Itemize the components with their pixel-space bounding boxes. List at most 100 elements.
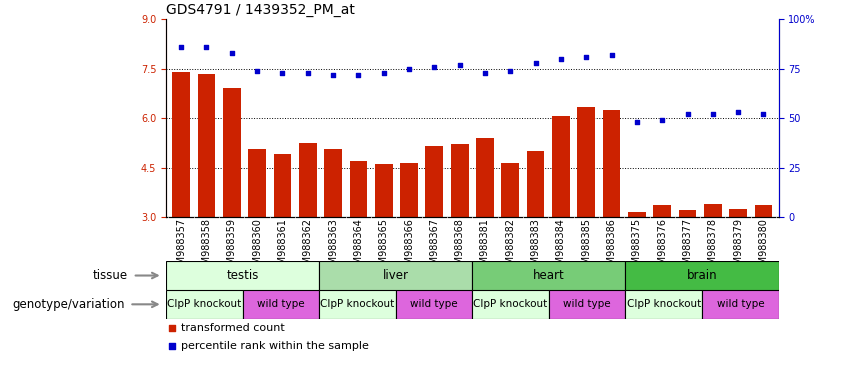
Bar (319, 290, 396, 319)
Text: transformed count: transformed count (181, 323, 285, 333)
Point (301, 70, 315, 76)
Point (174, 44, 188, 50)
Point (655, 117, 669, 123)
Text: ClpP knockout: ClpP knockout (473, 299, 548, 310)
Point (225, 50, 238, 56)
Point (731, 109, 745, 115)
Bar (248, 149, 266, 217)
Bar (350, 161, 368, 217)
Bar (172, 72, 190, 217)
Bar (625, 261, 779, 290)
Bar (400, 162, 418, 217)
Bar (628, 212, 646, 217)
Text: GSM988357: GSM988357 (176, 218, 186, 277)
Point (478, 70, 492, 76)
Bar (426, 146, 443, 217)
Text: GSM988364: GSM988364 (353, 218, 363, 277)
Text: wild type: wild type (717, 299, 764, 310)
Text: GSM988367: GSM988367 (429, 218, 439, 277)
Text: tissue: tissue (93, 269, 128, 282)
Point (630, 119, 643, 125)
Text: GSM988376: GSM988376 (657, 218, 667, 277)
Text: GSM988368: GSM988368 (454, 218, 465, 277)
Point (580, 54, 593, 60)
Text: GSM988380: GSM988380 (758, 218, 768, 277)
Text: ClpP knockout: ClpP knockout (167, 299, 242, 310)
Bar (166, 290, 243, 319)
Text: GSM988384: GSM988384 (556, 218, 566, 277)
Bar (552, 116, 570, 217)
Point (528, 60, 542, 66)
Text: liver: liver (383, 269, 408, 282)
Text: GSM988365: GSM988365 (379, 218, 389, 277)
Text: GSM988382: GSM988382 (505, 218, 516, 277)
Bar (273, 154, 291, 217)
Text: wild type: wild type (257, 299, 305, 310)
Point (351, 71, 365, 78)
Text: brain: brain (687, 269, 717, 282)
Point (427, 64, 441, 70)
Text: GSM988378: GSM988378 (708, 218, 718, 277)
Text: GSM988386: GSM988386 (607, 218, 617, 277)
Text: heart: heart (533, 269, 565, 282)
Bar (704, 204, 722, 217)
Point (326, 71, 340, 78)
Text: GSM988381: GSM988381 (480, 218, 490, 277)
Point (453, 61, 466, 68)
Bar (755, 205, 773, 217)
Text: GSM988383: GSM988383 (531, 218, 540, 277)
Bar (223, 88, 241, 217)
Bar (299, 143, 317, 217)
Point (681, 111, 694, 117)
Text: genotype/variation: genotype/variation (12, 298, 124, 311)
Point (504, 68, 517, 74)
Bar (527, 151, 545, 217)
Bar (472, 261, 625, 290)
Bar (678, 210, 696, 217)
Point (165, 325, 179, 331)
Text: ClpP knockout: ClpP knockout (626, 299, 701, 310)
Point (165, 343, 179, 349)
Text: GSM988377: GSM988377 (683, 218, 693, 277)
Bar (654, 205, 671, 217)
Bar (501, 162, 519, 217)
Text: percentile rank within the sample: percentile rank within the sample (181, 341, 369, 351)
Text: GSM988375: GSM988375 (632, 218, 642, 277)
Text: GSM988360: GSM988360 (252, 218, 262, 277)
Text: GSM988379: GSM988379 (734, 218, 743, 277)
Point (200, 44, 214, 50)
Bar (625, 290, 702, 319)
Bar (476, 138, 494, 217)
Point (554, 56, 568, 62)
Text: GSM988362: GSM988362 (303, 218, 312, 277)
Point (403, 66, 416, 72)
Text: GSM988359: GSM988359 (226, 218, 237, 277)
Bar (319, 261, 472, 290)
Text: ClpP knockout: ClpP knockout (320, 299, 395, 310)
Text: wild type: wild type (410, 299, 458, 310)
Bar (396, 290, 472, 319)
Bar (549, 290, 625, 319)
Bar (197, 74, 215, 217)
Text: wild type: wild type (563, 299, 611, 310)
Point (706, 111, 720, 117)
Text: GSM988363: GSM988363 (328, 218, 338, 277)
Bar (243, 290, 319, 319)
Bar (603, 110, 620, 217)
Point (250, 68, 264, 74)
Text: GSM988366: GSM988366 (404, 218, 414, 277)
Bar (729, 209, 747, 217)
Bar (577, 106, 595, 217)
Text: GSM988358: GSM988358 (202, 218, 211, 277)
Bar (374, 164, 392, 217)
Point (276, 70, 289, 76)
Bar (166, 261, 319, 290)
Bar (702, 290, 779, 319)
Point (377, 70, 391, 76)
Text: GDS4791 / 1439352_PM_at: GDS4791 / 1439352_PM_at (166, 3, 355, 17)
Bar (451, 144, 469, 217)
Bar (472, 290, 549, 319)
Point (605, 52, 619, 58)
Text: testis: testis (226, 269, 259, 282)
Point (757, 111, 770, 117)
